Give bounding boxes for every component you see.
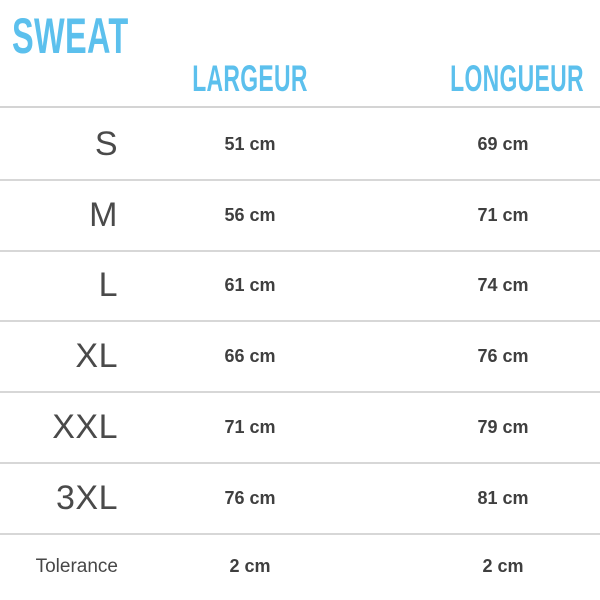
table-row-l: L 61 cm 74 cm bbox=[0, 252, 600, 323]
longueur-value: 74 cm bbox=[477, 275, 529, 296]
largeur-value: 56 cm bbox=[224, 204, 276, 225]
column-header-longueur: LONGUEUR bbox=[450, 58, 584, 99]
longueur-value: 69 cm bbox=[477, 133, 529, 154]
size-label: XL bbox=[75, 337, 118, 376]
page-title: SWEAT bbox=[12, 8, 129, 64]
tolerance-row: Tolerance 2 cm 2 cm bbox=[0, 535, 600, 599]
tolerance-label: Tolerance bbox=[35, 555, 118, 577]
longueur-value: 76 cm bbox=[477, 346, 529, 367]
size-table: S 51 cm 69 cm M 56 cm 71 cm L 61 cm 74 c… bbox=[0, 110, 600, 599]
tolerance-longueur-value: 2 cm bbox=[482, 556, 524, 577]
longueur-value: 71 cm bbox=[477, 204, 529, 225]
column-header-largeur: LARGEUR bbox=[192, 58, 308, 99]
table-row-3xl: 3XL 76 cm 81 cm bbox=[0, 464, 600, 535]
table-row-xl: XL 66 cm 76 cm bbox=[0, 322, 600, 394]
largeur-value: 66 cm bbox=[224, 346, 276, 367]
largeur-value: 51 cm bbox=[224, 133, 276, 154]
largeur-value: 61 cm bbox=[224, 275, 276, 296]
largeur-value: 76 cm bbox=[224, 487, 276, 508]
table-row-m: M 56 cm 71 cm bbox=[0, 181, 600, 252]
size-label: M bbox=[89, 195, 118, 234]
table-row-xxl: XXL 71 cm 79 cm bbox=[0, 393, 600, 464]
size-label: 3XL bbox=[56, 478, 118, 517]
size-label: L bbox=[98, 266, 118, 305]
longueur-value: 79 cm bbox=[477, 417, 529, 438]
size-chart-header: SWEAT LARGEUR LONGUEUR bbox=[0, 0, 600, 108]
longueur-value: 81 cm bbox=[477, 487, 529, 508]
size-label: S bbox=[94, 124, 118, 163]
largeur-value: 71 cm bbox=[224, 417, 276, 438]
table-row-s: S 51 cm 69 cm bbox=[0, 110, 600, 181]
tolerance-largeur-value: 2 cm bbox=[229, 556, 271, 577]
size-label: XXL bbox=[52, 408, 118, 447]
